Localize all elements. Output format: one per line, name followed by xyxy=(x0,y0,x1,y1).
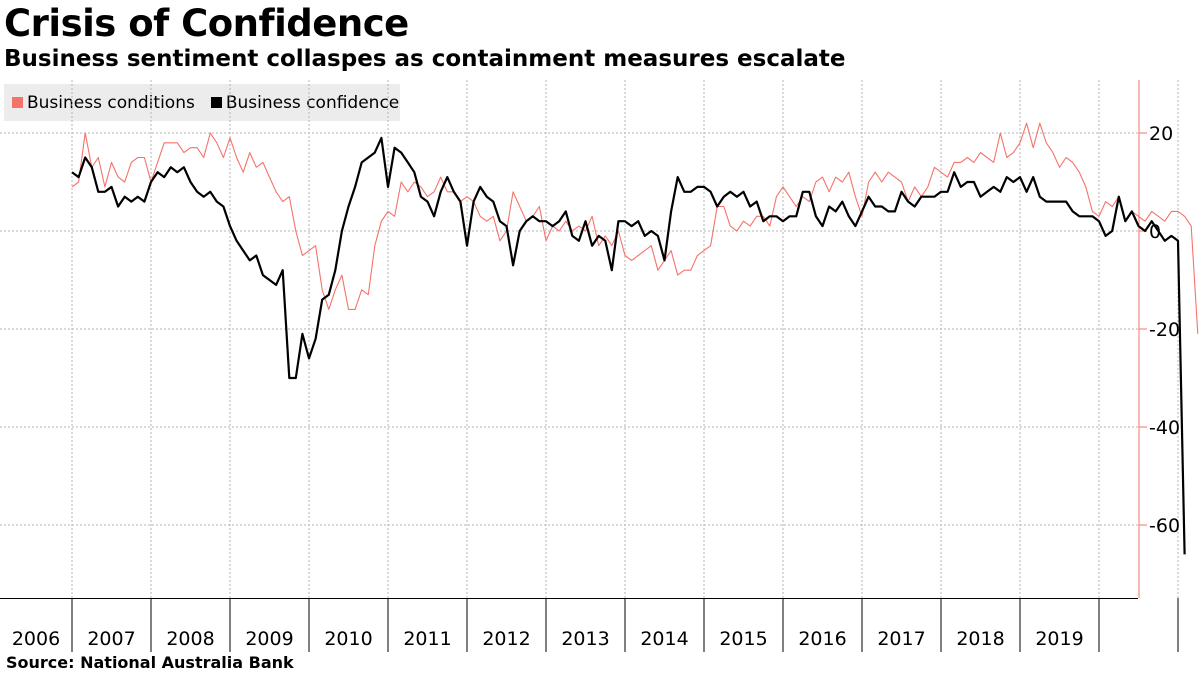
x-tick-label: 2014 xyxy=(640,628,688,650)
legend-swatch-business-confidence xyxy=(210,97,222,108)
x-tick-label: 2015 xyxy=(719,628,767,650)
y-tick-label: 0 xyxy=(1149,221,1161,243)
legend-item-business-conditions: Business conditions xyxy=(12,93,195,113)
series-lines xyxy=(71,122,1199,555)
source-note: Source: National Australia Bank xyxy=(6,653,294,672)
x-tick-label: 2010 xyxy=(324,628,372,650)
legend-label-business-conditions: Business conditions xyxy=(27,92,195,113)
grid-lines xyxy=(0,80,1179,598)
x-tick-label: 2012 xyxy=(482,628,530,650)
x-tick-label: 2019 xyxy=(1035,628,1083,650)
legend-swatch-business-conditions xyxy=(12,97,23,108)
x-tick-labels: 2006 2007 2008 2009 2010 2011 2012 2013 2014 2015… xyxy=(12,628,1084,650)
y-tick-labels: 20 0 -20 -40 -60 xyxy=(1149,123,1180,537)
x-tick-label: 2009 xyxy=(245,628,293,650)
y-tick-label: -20 xyxy=(1149,319,1180,341)
chart-title: Crisis of Confidence xyxy=(4,2,409,45)
x-tick-label: 2008 xyxy=(166,628,214,650)
x-tick-label: 2006 xyxy=(12,628,60,650)
legend-item-business-confidence: Business confidence xyxy=(210,92,400,113)
series-line-business-confidence xyxy=(71,136,1186,555)
legend-label-business-confidence: Business confidence xyxy=(225,92,400,113)
x-tick-label: 2013 xyxy=(561,628,609,650)
series-line-business-conditions xyxy=(71,122,1199,334)
chart-legend: Business conditions Business confidence xyxy=(4,84,400,121)
x-tick-label: 2016 xyxy=(798,628,846,650)
chart-subtitle: Business sentiment collaspes as containm… xyxy=(4,46,846,72)
x-tick-label: 2017 xyxy=(877,628,925,650)
y-tick-label: -60 xyxy=(1149,515,1180,537)
x-tick-label: 2007 xyxy=(87,628,135,650)
x-tick-label: 2011 xyxy=(403,628,451,650)
y-tick-label: -40 xyxy=(1149,417,1180,439)
x-tick-label: 2018 xyxy=(956,628,1004,650)
axes xyxy=(0,80,1179,652)
y-tick-label: 20 xyxy=(1149,123,1173,145)
